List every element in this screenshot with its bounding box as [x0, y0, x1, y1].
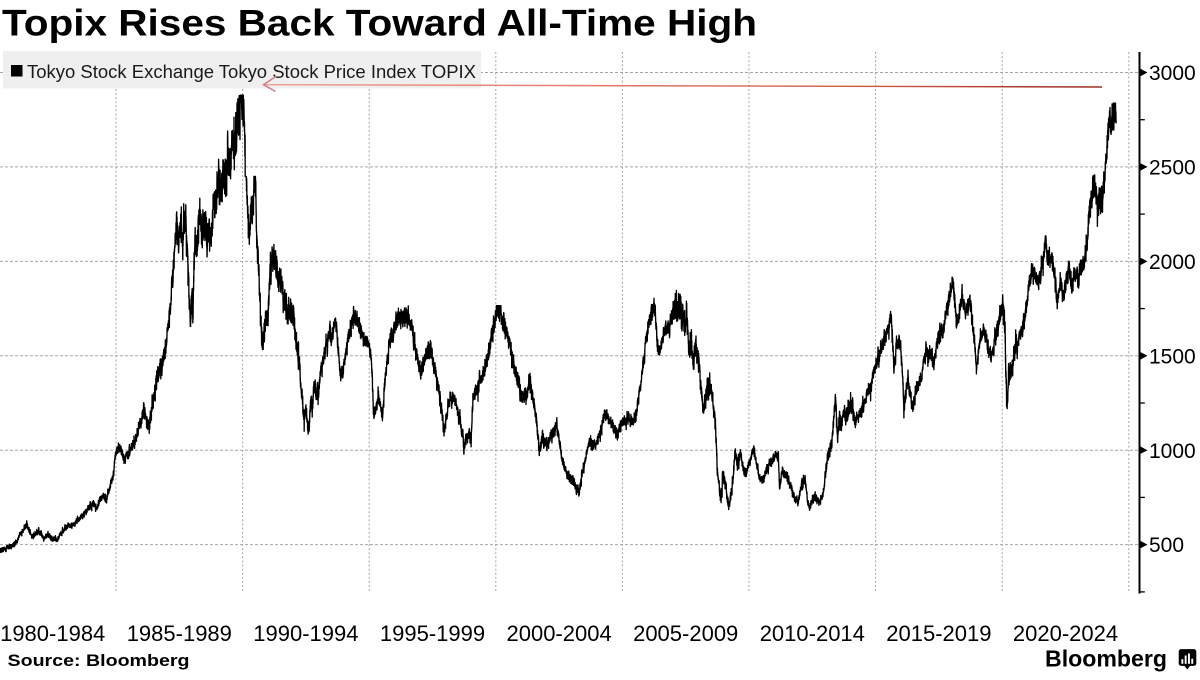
svg-text:1995-1999: 1995-1999 — [380, 621, 485, 646]
svg-text:2000: 2000 — [1149, 251, 1196, 274]
svg-text:Source: Bloomberg: Source: Bloomberg — [8, 652, 190, 670]
svg-text:1500: 1500 — [1149, 345, 1196, 368]
svg-text:2015-2019: 2015-2019 — [886, 621, 991, 646]
svg-text:Bloomberg: Bloomberg — [1045, 646, 1167, 672]
svg-text:2500: 2500 — [1149, 157, 1196, 180]
svg-text:1990-1994: 1990-1994 — [253, 621, 358, 646]
svg-text:1000: 1000 — [1149, 440, 1196, 463]
svg-text:3000: 3000 — [1149, 62, 1196, 85]
svg-text:Tokyo Stock Exchange Tokyo Sto: Tokyo Stock Exchange Tokyo Stock Price I… — [27, 62, 476, 82]
svg-text:2000-2004: 2000-2004 — [506, 621, 611, 646]
svg-text:1980-1984: 1980-1984 — [0, 621, 105, 646]
svg-text:Topix Rises Back Toward All-Ti: Topix Rises Back Toward All-Time High — [2, 3, 757, 44]
svg-text:2005-2009: 2005-2009 — [633, 621, 738, 646]
svg-text:2010-2014: 2010-2014 — [760, 621, 865, 646]
svg-text:500: 500 — [1149, 534, 1184, 557]
svg-text:1985-1989: 1985-1989 — [127, 621, 232, 646]
svg-text:2020-2024: 2020-2024 — [1013, 621, 1118, 646]
